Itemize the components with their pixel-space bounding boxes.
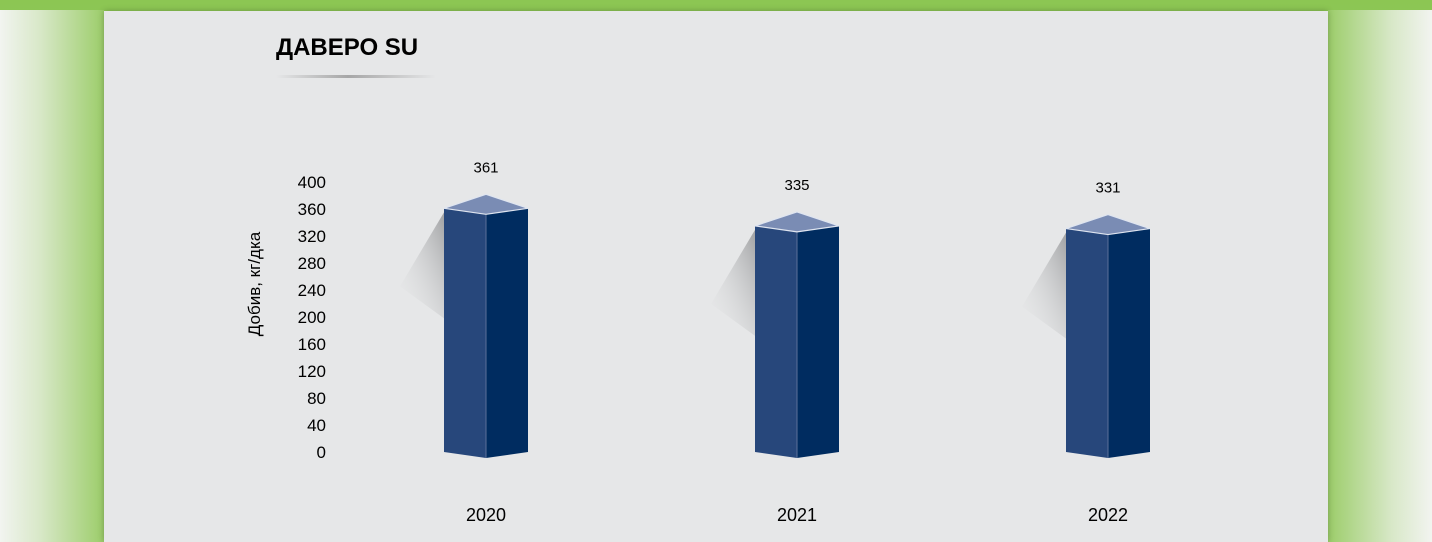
left-decorative-band <box>0 10 104 542</box>
bars-group <box>443 193 1151 458</box>
x-tick-label: 2022 <box>1088 505 1128 525</box>
bar-value-label: 335 <box>784 177 809 194</box>
bar-side-face <box>1108 228 1150 458</box>
y-tick-label: 400 <box>298 173 326 192</box>
bar-front-face <box>755 225 797 458</box>
bar-shadow <box>711 229 755 336</box>
y-axis-title: Добив, кг/дка <box>245 231 264 336</box>
y-tick-label: 360 <box>298 200 326 219</box>
y-axis-ticks: 0 40 80 120 160 200 240 280 320 360 400 <box>298 173 326 462</box>
bar-shadow <box>400 212 444 319</box>
y-tick-label: 160 <box>298 335 326 354</box>
y-tick-label: 200 <box>298 308 326 327</box>
chart-title: ДАВЕРО SU <box>276 34 419 61</box>
y-tick-label: 320 <box>298 227 326 246</box>
y-tick-label: 40 <box>307 416 326 435</box>
bar-front-face <box>444 208 486 458</box>
x-axis-labels: 2020 2021 2022 <box>466 505 1128 525</box>
x-tick-label: 2020 <box>466 505 506 525</box>
bar-top-face <box>1065 213 1151 236</box>
value-labels-group: 361 335 331 <box>473 159 1120 196</box>
bar-side-face <box>797 225 839 458</box>
x-tick-label: 2021 <box>777 505 817 525</box>
bar-value-label: 361 <box>473 159 498 176</box>
y-tick-label: 120 <box>298 362 326 381</box>
bar-side-face <box>486 208 528 458</box>
bar-shadow <box>1022 232 1066 339</box>
y-tick-label: 240 <box>298 281 326 300</box>
bar-top-face <box>443 193 529 215</box>
bar-front-face <box>1066 228 1108 458</box>
y-tick-label: 80 <box>307 389 326 408</box>
right-decorative-band <box>1328 10 1432 542</box>
y-tick-label: 280 <box>298 254 326 273</box>
y-tick-label: 0 <box>317 443 326 462</box>
bar-value-label: 331 <box>1095 180 1120 197</box>
bar-top-face <box>754 211 840 233</box>
title-underline <box>276 75 436 78</box>
bar-shadows <box>400 212 1066 339</box>
